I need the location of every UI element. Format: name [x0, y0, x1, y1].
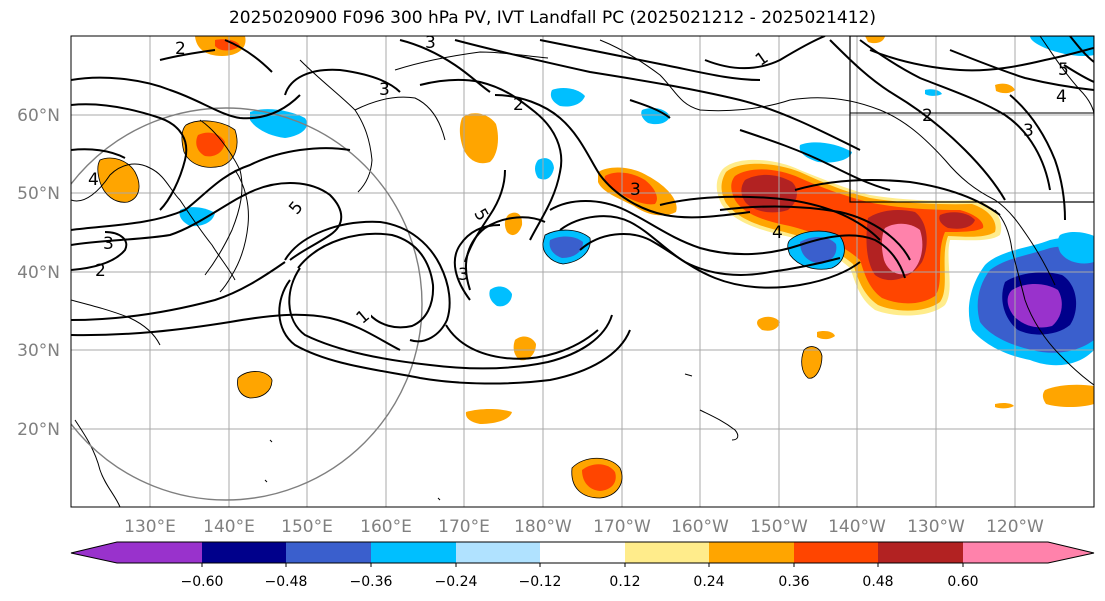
lat-label: 30°N	[17, 341, 60, 361]
colorbar-tick-label: 0.36	[778, 574, 809, 590]
lon-label: 130°E	[124, 517, 176, 537]
lon-label: 120°W	[986, 517, 1044, 537]
lon-label: 160°E	[360, 517, 412, 537]
negative-anomaly-west-coast	[968, 232, 1094, 366]
lat-label: 40°N	[17, 263, 60, 283]
contour-label: 3	[1023, 121, 1034, 141]
colorbar-segment	[709, 542, 794, 563]
colorbar-segment	[202, 542, 287, 563]
contour-label: 5	[1058, 60, 1069, 80]
lon-label: 170°W	[593, 517, 651, 537]
shading-outlines	[97, 120, 845, 499]
colorbar-ticks	[201, 563, 964, 567]
colorbar-tick-label: −0.36	[350, 574, 393, 590]
colorbar-tick-label: 0.60	[947, 574, 978, 590]
lon-label: 180°W	[514, 517, 572, 537]
lon-label: 140°E	[203, 517, 255, 537]
map-frame	[70, 35, 1095, 508]
colorbar-segment	[117, 542, 202, 563]
colorbar-tick-label: 0.24	[693, 574, 724, 590]
colorbar-segment	[456, 542, 541, 563]
colorbar-outline	[70, 541, 1095, 564]
graticule	[71, 36, 1094, 507]
lat-label: 20°N	[17, 420, 60, 440]
colorbar-segment	[540, 542, 625, 563]
radius-circle	[71, 107, 423, 501]
coastlines	[71, 36, 1094, 507]
colorbar-segment	[286, 542, 371, 563]
lon-label: 150°W	[750, 517, 808, 537]
lon-label: 150°E	[281, 517, 333, 537]
lon-label: 160°W	[671, 517, 729, 537]
contour-label: 3	[458, 265, 469, 285]
map-title: 2025020900 F096 300 hPa PV, IVT Landfall…	[228, 8, 876, 28]
contour-label: 2	[922, 106, 933, 126]
lon-label: 170°E	[438, 517, 490, 537]
longitude-labels: 130°E 140°E 150°E 160°E 170°E 180°W 170°…	[124, 517, 1044, 537]
contour-label: 3	[425, 33, 436, 53]
map-panel: 1 1 2 2 2 2 3 3 3 3 3 3 4 4 4 5 5 5	[71, 33, 1094, 507]
lat-label: 50°N	[17, 184, 60, 204]
contour-label: 2	[513, 95, 524, 115]
contour-label: 3	[379, 80, 390, 100]
colorbar: −0.60 −0.48 −0.36 −0.24 −0.12 0.12 0.24 …	[70, 541, 1095, 590]
colorbar-extend-left	[71, 542, 117, 563]
colorbar-segment	[371, 542, 456, 563]
contour-label: 4	[772, 223, 783, 243]
colorbar-tick-label: 0.12	[609, 574, 640, 590]
latitude-labels: 60°N 50°N 40°N 30°N 20°N	[17, 106, 60, 440]
small-anomalies	[97, 36, 1094, 498]
contour-label: 2	[95, 261, 106, 281]
colorbar-tick-label: 0.48	[862, 574, 893, 590]
pv-contours	[71, 36, 1094, 385]
colorbar-segment	[625, 542, 710, 563]
contour-label: 4	[1056, 87, 1067, 107]
contour-label: 4	[88, 170, 99, 190]
colorbar-extend-right	[963, 542, 1094, 563]
lon-label: 140°W	[828, 517, 886, 537]
colorbar-tick-label: −0.24	[435, 574, 478, 590]
colorbar-segment	[794, 542, 879, 563]
colorbar-tick-label: −0.48	[265, 574, 308, 590]
contour-label-bg	[355, 306, 371, 324]
colorbar-tick-label: −0.12	[519, 574, 562, 590]
region-box	[849, 36, 1094, 203]
contour-label: 2	[175, 39, 186, 59]
colorbar-tick-label: −0.60	[181, 574, 224, 590]
contour-label: 3	[103, 234, 114, 254]
colorbar-segment	[878, 542, 963, 563]
lon-label: 130°W	[907, 517, 965, 537]
contour-label: 3	[630, 180, 641, 200]
lat-label: 60°N	[17, 106, 60, 126]
